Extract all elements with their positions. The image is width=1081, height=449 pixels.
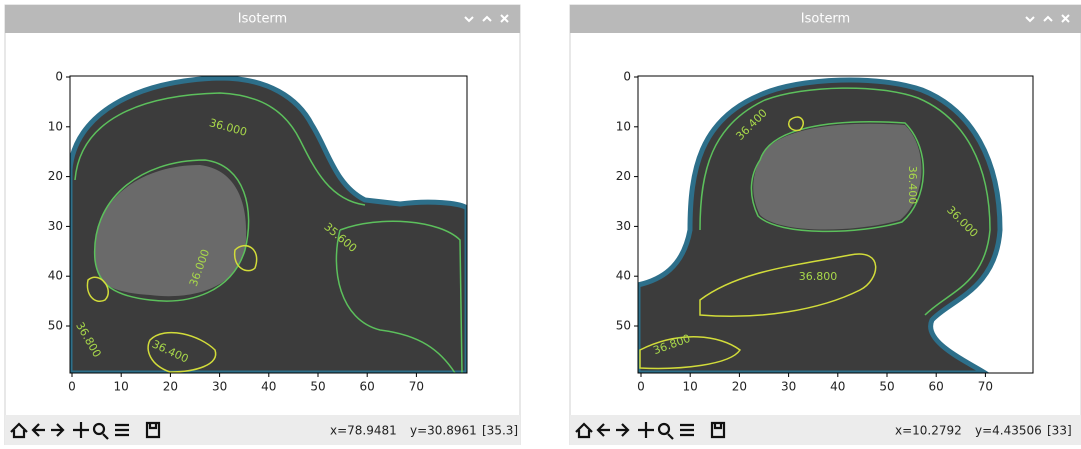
x-tick-label: 30 xyxy=(212,380,227,394)
x-tick-label: 10 xyxy=(114,380,129,394)
y-tick-label: 0 xyxy=(623,70,631,84)
x-tick-label: 50 xyxy=(879,380,894,394)
app-window: Isoterm36.00035.60036.00036.40036.800010… xyxy=(5,5,520,445)
y-tick-label: 10 xyxy=(616,119,631,133)
contour-label: 36.400 xyxy=(906,166,919,205)
y-tick-label: 20 xyxy=(48,169,63,183)
status-y: y=30.8961 xyxy=(410,424,477,438)
x-tick-label: 20 xyxy=(732,380,747,394)
y-tick-label: 40 xyxy=(616,269,631,283)
status-y: y=4.43506 xyxy=(975,424,1042,438)
y-tick-label: 0 xyxy=(55,70,63,84)
y-tick-label: 30 xyxy=(48,219,63,233)
y-tick-label: 30 xyxy=(616,219,631,233)
x-tick-label: 30 xyxy=(781,380,796,394)
status-x: x=10.2792 xyxy=(895,424,962,438)
x-tick-label: 60 xyxy=(360,380,375,394)
status-value: [33] xyxy=(1047,424,1072,438)
screen: Isoterm36.00035.60036.00036.40036.800010… xyxy=(0,0,1081,445)
y-tick-label: 50 xyxy=(48,319,63,333)
page: Isoterm36.00035.60036.00036.40036.800010… xyxy=(0,0,1081,445)
window-title: Isoterm xyxy=(238,12,287,27)
y-tick-label: 40 xyxy=(48,269,63,283)
x-tick-label: 10 xyxy=(683,380,698,394)
y-tick-label: 50 xyxy=(616,319,631,333)
status-x: x=78.9481 xyxy=(330,424,397,438)
y-tick-label: 10 xyxy=(48,119,63,133)
x-tick-label: 0 xyxy=(637,380,645,394)
x-tick-label: 70 xyxy=(978,380,993,394)
status-value: [35.3] xyxy=(482,424,518,438)
window-title: Isoterm xyxy=(801,12,850,27)
x-tick-label: 40 xyxy=(830,380,845,394)
x-tick-label: 70 xyxy=(409,380,424,394)
contour-label: 36.800 xyxy=(799,270,838,283)
x-tick-label: 0 xyxy=(68,380,76,394)
app-window: Isoterm36.40036.40036.00036.80036.800010… xyxy=(570,5,1081,445)
y-tick-label: 20 xyxy=(616,169,631,183)
x-tick-label: 40 xyxy=(261,380,276,394)
x-tick-label: 60 xyxy=(929,380,944,394)
x-tick-label: 50 xyxy=(310,380,325,394)
x-tick-label: 20 xyxy=(163,380,178,394)
